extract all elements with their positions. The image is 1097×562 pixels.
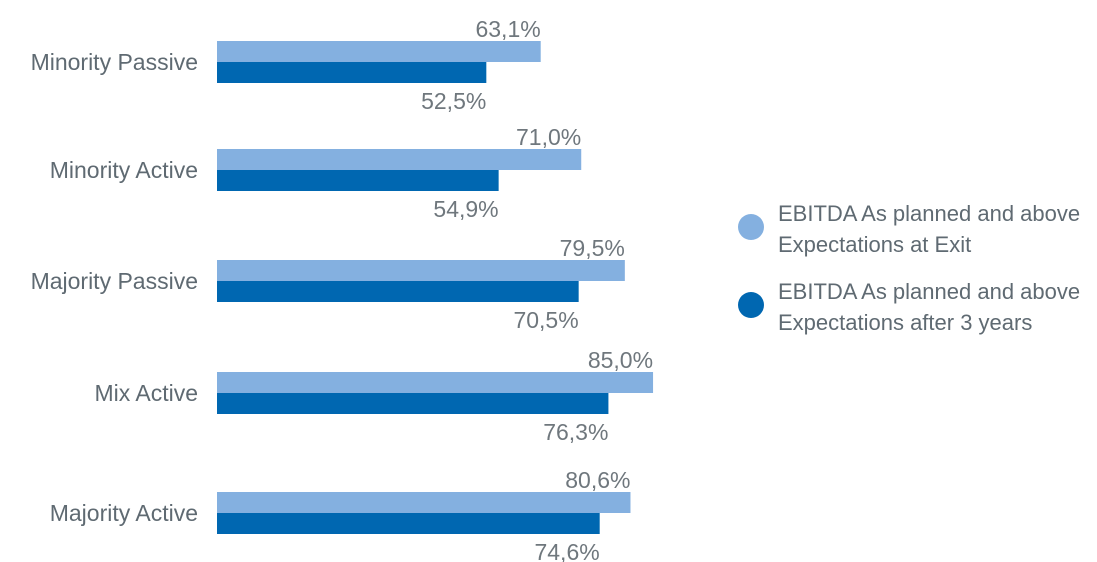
value-label-minority-passive-exit: 63,1% [475,16,540,42]
value-label-majority-active-3-years: 74,6% [534,539,599,562]
bar-minority-active-3-years [217,170,499,191]
value-label-minority-passive-3-years: 52,5% [421,88,486,114]
category-label-majority-passive: Majority Passive [31,268,198,294]
value-label-majority-passive-3-years: 70,5% [513,307,578,333]
value-label-majority-passive-exit: 79,5% [560,235,625,261]
bar-majority-active-3-years [217,513,600,534]
bar-chart: Minority Passive 63,1% 52,5% Minority Activ… [31,16,654,562]
bar-minority-passive-3-years [217,62,487,83]
bar-majority-active-exit [217,492,631,513]
value-label-majority-active-exit: 80,6% [565,467,630,493]
legend-label-exit-line1: EBITDA As planned and above [778,201,1081,226]
value-label-mix-active-3-years: 76,3% [543,419,608,445]
legend-swatch-exit [738,214,764,240]
legend-label-exit-line2: Expectations at Exit [778,232,972,257]
legend-label-3-years-line1: EBITDA As planned and above [778,279,1081,304]
bar-minority-active-exit [217,149,582,170]
legend-item-exit: EBITDA As planned and above Expectations… [738,198,1097,260]
bar-minority-passive-exit [217,41,541,62]
legend-label-3-years-line2: Expectations after 3 years [778,310,1033,335]
category-label-minority-passive: Minority Passive [31,49,198,75]
bar-majority-passive-exit [217,260,625,281]
value-label-minority-active-exit: 71,0% [516,124,581,150]
bar-mix-active-3-years [217,393,609,414]
value-label-minority-active-3-years: 54,9% [433,196,498,222]
category-label-mix-active: Mix Active [94,380,198,406]
legend-item-3-years: EBITDA As planned and above Expectations… [738,276,1097,338]
bar-mix-active-exit [217,372,654,393]
bar-majority-passive-3-years [217,281,579,302]
value-label-mix-active-exit: 85,0% [588,347,653,373]
category-label-minority-active: Minority Active [50,157,198,183]
legend-swatch-3-years [738,292,764,318]
chart-legend: EBITDA As planned and above Expectations… [738,198,1097,354]
category-label-majority-active: Majority Active [50,500,198,526]
